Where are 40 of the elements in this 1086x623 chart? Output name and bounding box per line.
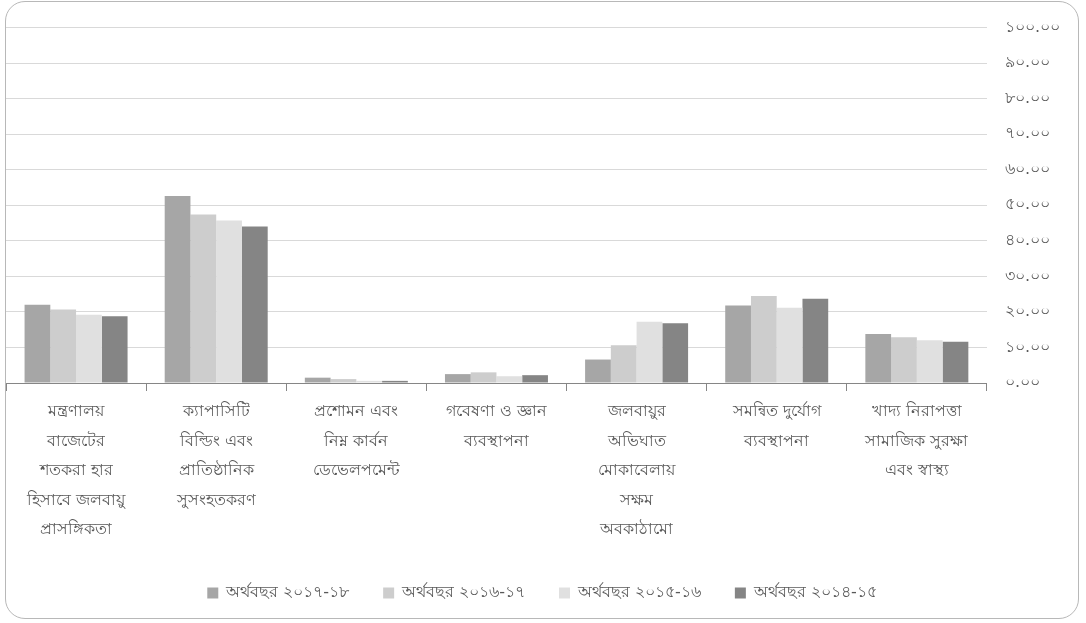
bar [496, 376, 523, 383]
x-tick-label: ক্যাপাসিটি বিল্ডিং এবং প্রাতিষ্ঠানিক সুসংহতকরণ [175, 400, 256, 509]
bar [636, 321, 663, 383]
y-tick-label: ২০.০০ [1004, 301, 1051, 321]
x-tick-label: প্রশোমন এবং নিম্ন কার্বন ডেভেলপমেন্ট [312, 400, 400, 480]
legend-label: অর্থবছর ২০১৪-১৫ [752, 582, 877, 602]
y-tick-label: ৬০.০০ [1004, 158, 1051, 178]
bar [891, 337, 917, 383]
x-tick-label: খাদ্য নিরাপত্তা সামাজিক সুরক্ষা এবং স্বাস্থ্য [864, 400, 969, 480]
bar [865, 333, 892, 383]
bar [24, 304, 51, 383]
x-tick-label: সমন্বিত দুর্যোগ ব্যবস্থাপনা [731, 400, 822, 450]
y-tick-label: ১০.০০ [1004, 336, 1051, 356]
y-tick-label: ৪০.০০ [1004, 230, 1051, 249]
x-tick-label: জলবায়ুর অভিঘাত মোকাবেলায় সক্ষম অবকাঠামো [598, 400, 677, 539]
y-tick-label: ৭০.০০ [1004, 123, 1051, 143]
bar [750, 295, 777, 383]
bar [190, 214, 217, 383]
y-tick-label: ১০০.০০ [1004, 16, 1061, 36]
legend-label: অর্থবছর ২০১৫-১৬ [577, 582, 701, 602]
bar [444, 374, 471, 383]
bar [725, 305, 751, 383]
bar [776, 307, 803, 383]
y-tick-label: ৫০.০০ [1004, 194, 1051, 214]
x-tick-label: গবেষণা ও জ্ঞান ব্যবস্থাপনা [445, 400, 548, 450]
bar [304, 377, 331, 383]
bar [585, 359, 611, 383]
bar [76, 314, 102, 383]
legend-label: অর্থবছর ২০১৭-১৮ [225, 582, 351, 602]
y-tick-label: ৩০.০০ [1004, 265, 1051, 285]
y-tick-label: ৯০.০০ [1004, 52, 1051, 72]
y-tick-label: ০.০০ [1004, 372, 1041, 392]
bar [916, 340, 943, 383]
y-tick-label: ৮০.০০ [1004, 87, 1051, 107]
bar [164, 196, 191, 383]
bar [330, 379, 357, 383]
x-tick-label: মন্ত্রণালয় বাজেটের শতকরা হার হিসাবে জলবায়ু প্রাসঙ্গিকতা [26, 400, 127, 539]
bar [216, 220, 242, 383]
bar [470, 372, 497, 383]
legend-label: অর্থবছর ২০১৬-১৭ [401, 582, 525, 602]
